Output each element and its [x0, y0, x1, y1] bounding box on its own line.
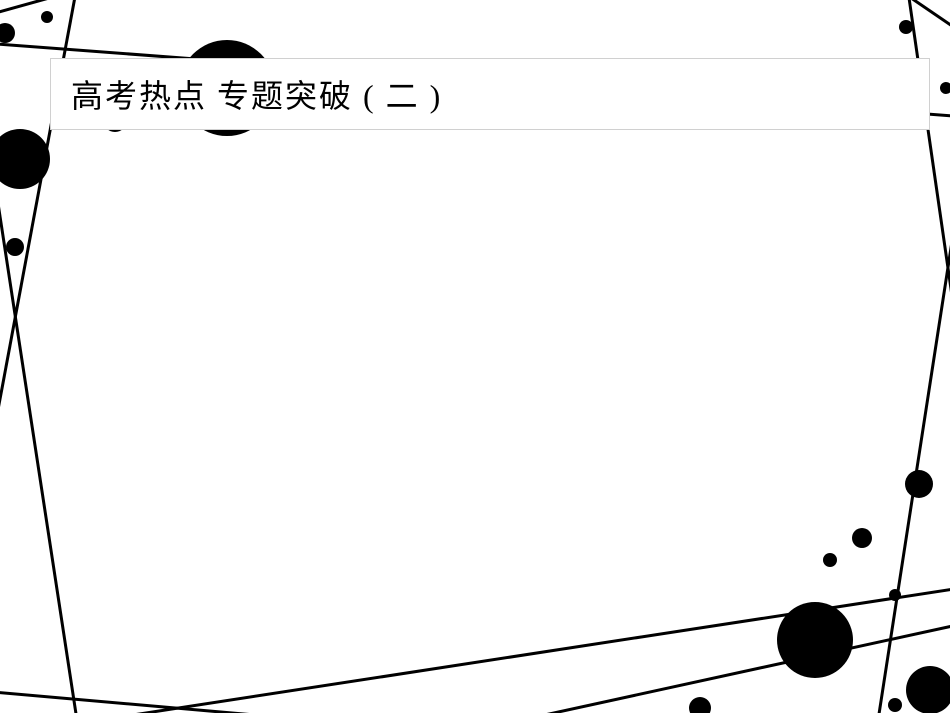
decor-dot — [888, 698, 902, 712]
decor-dot — [41, 11, 53, 23]
decor-dot — [906, 666, 950, 713]
decor-dot — [889, 589, 901, 601]
decor-dot — [823, 553, 837, 567]
decor-dot — [6, 238, 24, 256]
slide-title: 高考热点 专题突破 ( 二 ) — [71, 71, 442, 117]
decor-dot — [0, 23, 15, 43]
decor-dot — [689, 697, 711, 713]
decor-dot — [852, 528, 872, 548]
decor-dot — [940, 82, 950, 94]
decor-dot — [0, 129, 50, 189]
decor-line — [875, 60, 950, 713]
title-box: 高考热点 专题突破 ( 二 ) — [50, 58, 930, 130]
decor-dot — [899, 20, 913, 34]
decor-dot — [905, 470, 933, 498]
decor-line — [430, 620, 950, 713]
decor-dot — [777, 602, 853, 678]
